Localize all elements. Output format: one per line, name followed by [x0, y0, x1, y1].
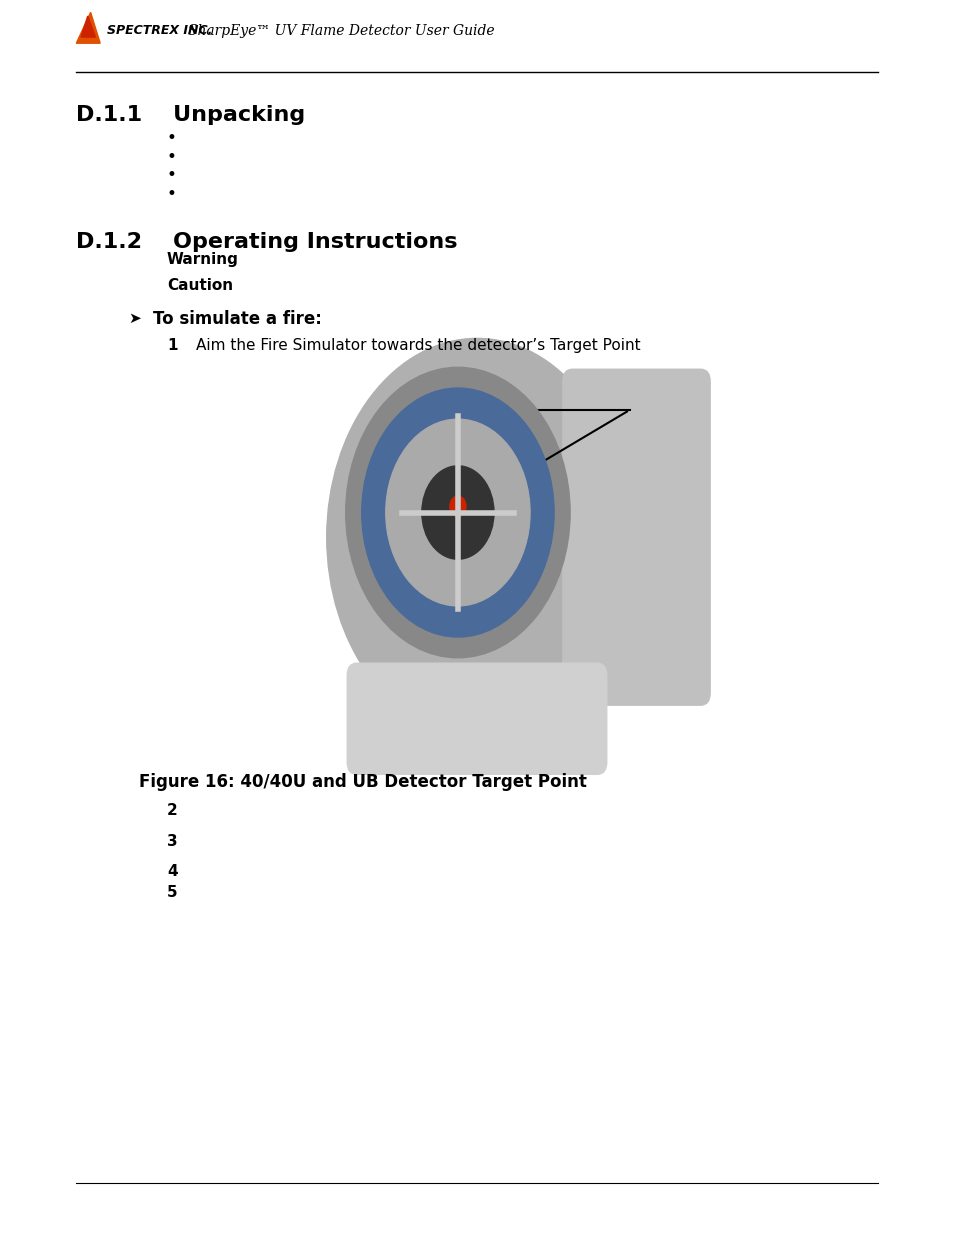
- Text: 2: 2: [167, 803, 177, 818]
- Circle shape: [361, 388, 554, 637]
- Text: •: •: [167, 148, 176, 165]
- Circle shape: [450, 496, 465, 516]
- Text: Warning: Warning: [167, 252, 238, 267]
- Text: ➤: ➤: [129, 311, 141, 326]
- Text: Aim the Fire Simulator towards the detector’s Target Point: Aim the Fire Simulator towards the detec…: [195, 338, 639, 353]
- Text: 4: 4: [167, 864, 177, 879]
- Text: •: •: [167, 167, 176, 184]
- Polygon shape: [76, 12, 100, 43]
- Text: 3: 3: [167, 834, 177, 848]
- Text: SPECTREX INC.: SPECTREX INC.: [107, 25, 212, 37]
- Text: •: •: [167, 130, 176, 147]
- Text: SharpEye™ UV Flame Detector User Guide: SharpEye™ UV Flame Detector User Guide: [188, 23, 494, 38]
- Text: D.1.1    Unpacking: D.1.1 Unpacking: [76, 105, 305, 125]
- Circle shape: [385, 419, 530, 606]
- Text: Figure 16: 40/40U and UB Detector Target Point: Figure 16: 40/40U and UB Detector Target…: [138, 773, 586, 792]
- Circle shape: [345, 367, 570, 658]
- Text: D.1.2    Operating Instructions: D.1.2 Operating Instructions: [76, 232, 457, 252]
- FancyBboxPatch shape: [562, 369, 709, 705]
- Text: Caution: Caution: [167, 278, 233, 293]
- Text: •: •: [167, 185, 176, 203]
- Text: 5: 5: [167, 885, 177, 900]
- FancyBboxPatch shape: [347, 663, 606, 774]
- Text: 1: 1: [167, 338, 177, 353]
- Polygon shape: [81, 16, 95, 37]
- Text: To simulate a fire:: To simulate a fire:: [152, 310, 321, 327]
- Circle shape: [421, 466, 494, 559]
- Ellipse shape: [326, 338, 626, 736]
